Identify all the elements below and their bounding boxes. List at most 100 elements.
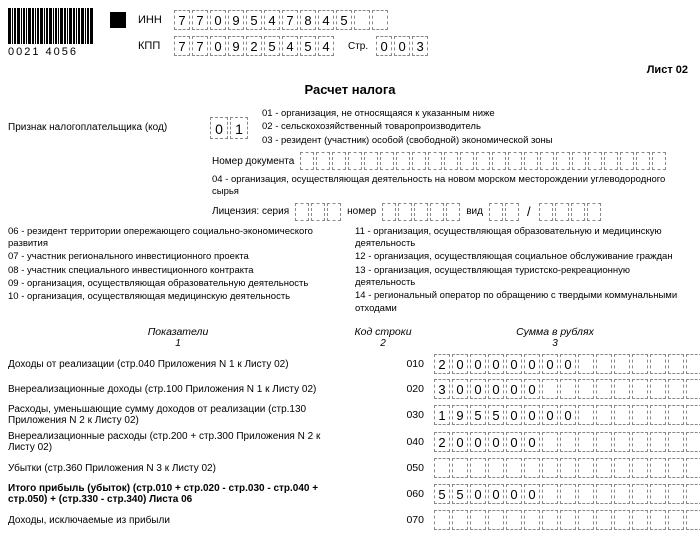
cell[interactable]: 2 — [246, 36, 262, 56]
sum-cells[interactable]: 200000 — [434, 432, 700, 452]
cell[interactable] — [578, 432, 594, 452]
cell[interactable] — [295, 203, 309, 221]
cell[interactable] — [348, 152, 362, 170]
cell[interactable] — [588, 152, 602, 170]
cell[interactable] — [596, 354, 612, 374]
cell[interactable]: 9 — [228, 36, 244, 56]
cell[interactable] — [398, 203, 412, 221]
cell[interactable] — [596, 484, 612, 504]
cell[interactable]: 0 — [560, 405, 576, 425]
sum-cells[interactable] — [434, 458, 700, 478]
license-extra[interactable] — [539, 203, 601, 221]
cell[interactable] — [632, 354, 648, 374]
cell[interactable]: 0 — [524, 379, 540, 399]
cell[interactable]: 2 — [434, 432, 450, 452]
cell[interactable] — [614, 484, 630, 504]
cell[interactable] — [587, 203, 601, 221]
cell[interactable] — [428, 152, 442, 170]
cell[interactable] — [506, 510, 522, 530]
cell[interactable] — [650, 379, 666, 399]
cell[interactable]: 0 — [210, 36, 226, 56]
cell[interactable] — [414, 203, 428, 221]
cell[interactable] — [596, 458, 612, 478]
cell[interactable] — [614, 405, 630, 425]
license-type[interactable] — [489, 203, 519, 221]
cell[interactable] — [492, 152, 506, 170]
license-number[interactable] — [382, 203, 460, 221]
cell[interactable]: 0 — [488, 432, 504, 452]
cell[interactable] — [316, 152, 330, 170]
cell[interactable] — [560, 510, 576, 530]
cell[interactable] — [434, 458, 450, 478]
cell[interactable]: 0 — [506, 354, 522, 374]
cell[interactable] — [668, 484, 684, 504]
cell[interactable] — [412, 152, 426, 170]
cell[interactable] — [382, 203, 396, 221]
cell[interactable] — [430, 203, 444, 221]
cell[interactable] — [614, 510, 630, 530]
cell[interactable] — [524, 458, 540, 478]
cell[interactable] — [578, 405, 594, 425]
cell[interactable] — [686, 379, 700, 399]
cell[interactable] — [452, 458, 468, 478]
cell[interactable]: 7 — [192, 10, 208, 30]
cell[interactable] — [668, 510, 684, 530]
cell[interactable]: 0 — [452, 354, 468, 374]
cell[interactable] — [489, 203, 503, 221]
cell[interactable] — [470, 510, 486, 530]
cell[interactable]: 1 — [434, 405, 450, 425]
cell[interactable]: 0 — [560, 354, 576, 374]
cell[interactable] — [668, 379, 684, 399]
cell[interactable]: 9 — [452, 405, 468, 425]
sum-cells[interactable]: 550000 — [434, 484, 700, 504]
cell[interactable] — [596, 510, 612, 530]
taxpayer-code[interactable]: 01 — [210, 117, 248, 139]
cell[interactable]: 8 — [300, 10, 316, 30]
cell[interactable]: 0 — [506, 405, 522, 425]
cell[interactable] — [686, 458, 700, 478]
cell[interactable] — [668, 458, 684, 478]
cell[interactable]: 5 — [300, 36, 316, 56]
cell[interactable] — [614, 379, 630, 399]
cell[interactable]: 0 — [210, 117, 228, 139]
cell[interactable]: 4 — [282, 36, 298, 56]
cell[interactable] — [508, 152, 522, 170]
cell[interactable]: 7 — [282, 10, 298, 30]
cell[interactable]: 0 — [488, 484, 504, 504]
inn-cells[interactable]: 7709547845 — [174, 10, 388, 30]
doc-number-cells[interactable] — [300, 152, 666, 170]
cell[interactable] — [596, 432, 612, 452]
cell[interactable] — [632, 432, 648, 452]
cell[interactable] — [560, 379, 576, 399]
cell[interactable]: 5 — [488, 405, 504, 425]
cell[interactable] — [542, 510, 558, 530]
cell[interactable] — [686, 510, 700, 530]
cell[interactable]: 5 — [470, 405, 486, 425]
cell[interactable]: 5 — [246, 10, 262, 30]
cell[interactable] — [578, 379, 594, 399]
cell[interactable] — [488, 510, 504, 530]
cell[interactable]: 0 — [506, 379, 522, 399]
cell[interactable] — [571, 203, 585, 221]
cell[interactable] — [380, 152, 394, 170]
cell[interactable] — [614, 354, 630, 374]
cell[interactable] — [578, 484, 594, 504]
cell[interactable] — [668, 432, 684, 452]
cell[interactable] — [686, 484, 700, 504]
cell[interactable]: 0 — [394, 36, 410, 56]
cell[interactable]: 0 — [524, 484, 540, 504]
cell[interactable] — [596, 405, 612, 425]
cell[interactable] — [372, 10, 388, 30]
cell[interactable]: 4 — [264, 10, 280, 30]
cell[interactable] — [542, 458, 558, 478]
cell[interactable]: 1 — [230, 117, 248, 139]
cell[interactable] — [614, 458, 630, 478]
cell[interactable] — [614, 432, 630, 452]
cell[interactable] — [434, 510, 450, 530]
cell[interactable] — [555, 203, 569, 221]
sum-cells[interactable]: 300000 — [434, 379, 700, 399]
cell[interactable]: 5 — [434, 484, 450, 504]
cell[interactable] — [636, 152, 650, 170]
cell[interactable]: 0 — [524, 432, 540, 452]
cell[interactable]: 4 — [318, 36, 334, 56]
